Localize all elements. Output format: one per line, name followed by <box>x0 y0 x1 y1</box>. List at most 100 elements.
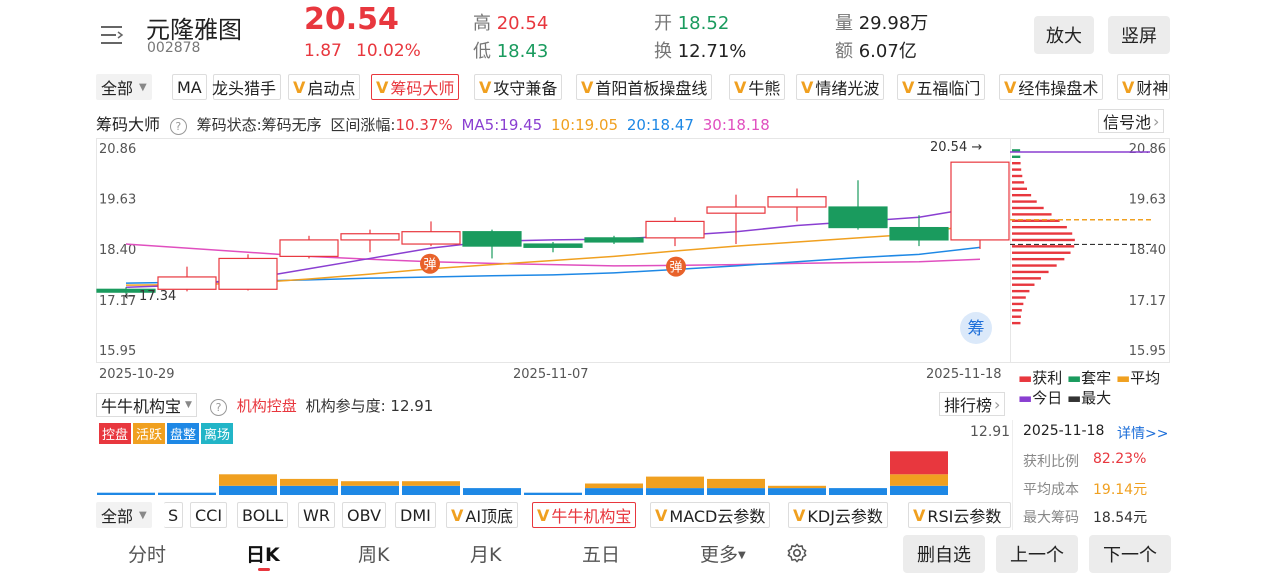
indicator-niuxiong[interactable]: V 牛熊 <box>729 74 786 100</box>
v-icon: V <box>479 77 492 97</box>
chip-bar <box>1012 168 1022 171</box>
candle-body <box>584 237 644 243</box>
chip-button-label: 筹 <box>968 319 985 339</box>
indicator-choumadashi[interactable]: V 筹码大师 <box>371 74 460 100</box>
remove-watchlist-button[interactable]: 删自选 <box>903 535 985 573</box>
open-label: 开 <box>654 13 672 34</box>
institution-bar-orange <box>280 478 338 486</box>
indicator2-dmi[interactable]: DMI <box>395 502 436 528</box>
indicator-qingxu-label: 情绪光波 <box>815 79 880 98</box>
indicator2-niuniu-label: 牛牛机构宝 <box>551 507 632 526</box>
institution-bar-orange <box>890 474 948 486</box>
max-chip-label: 最大筹码 <box>1023 510 1079 526</box>
tab-yuek[interactable]: 月K <box>470 544 502 566</box>
stock-name: 元隆雅图 <box>146 16 242 44</box>
help-icon[interactable]: ? <box>210 399 227 416</box>
indicator-caishen[interactable]: V 财神 <box>1117 74 1170 100</box>
profit-ratio-label: 获利比例 <box>1023 454 1079 470</box>
institution-bar-blue <box>158 492 216 495</box>
indicator-qingxu[interactable]: V 情绪光波 <box>796 74 885 100</box>
indicator2-niuniu[interactable]: V 牛牛机构宝 <box>532 502 637 528</box>
indicator2-cci[interactable]: CCI <box>190 502 228 528</box>
chip-bar <box>1012 270 1049 274</box>
avg-cost-value: 19.14元 <box>1093 482 1148 498</box>
indicator2-kdj[interactable]: V KDJ云参数 <box>788 502 888 528</box>
indicator-jingwei[interactable]: V 经伟操盘术 <box>999 74 1104 100</box>
chip-bar <box>1012 232 1073 235</box>
high-stat: 高 20.54 <box>473 9 548 35</box>
rank-label: 排行榜 <box>944 396 993 415</box>
previous-button[interactable]: 上一个 <box>996 535 1078 573</box>
detail-link[interactable]: 详情>> <box>1117 426 1169 442</box>
institution-bar-blue <box>768 488 826 495</box>
indicator-shouyang-label: 首阳首板操盘线 <box>595 79 708 98</box>
chart-frame <box>96 138 1170 363</box>
chip-bar <box>1012 162 1021 165</box>
y-tick-right: 17.17 <box>1129 294 1166 309</box>
lower-indicator-select[interactable]: 牛牛机构宝 ▼ <box>96 393 197 417</box>
indicator-shouyang[interactable]: V 首阳首板操盘线 <box>576 74 713 100</box>
candle-body <box>462 231 522 247</box>
tab-wuri[interactable]: 五日 <box>582 544 621 566</box>
y-tick-right: 18.40 <box>1129 243 1166 258</box>
range-label: 区间涨幅: <box>330 116 396 134</box>
indicator-wufu-label: 五福临门 <box>916 79 981 98</box>
legend-avg: ▬平均 <box>1115 369 1161 387</box>
legend-profit: ▬获利 <box>1018 369 1063 387</box>
indicator-gongshou[interactable]: V 攻守兼备 <box>474 74 563 100</box>
indicator2-s[interactable]: S <box>164 502 184 528</box>
ma30-value: 30:18.18 <box>702 116 770 134</box>
v-icon: V <box>655 505 668 525</box>
gear-icon[interactable] <box>786 542 808 564</box>
v-icon: V <box>451 505 464 525</box>
signal-pool-button[interactable]: 信号池 › <box>1098 109 1165 133</box>
institution-bar-orange <box>768 485 826 489</box>
bounce-marker-label: 弹 <box>423 258 436 273</box>
indicator-qidongdian[interactable]: V 启动点 <box>288 74 361 100</box>
indicator-wufu[interactable]: V 五福临门 <box>897 74 986 100</box>
chip-bar <box>1012 277 1041 280</box>
indicator2-obv[interactable]: OBV <box>342 502 387 528</box>
menu-icon[interactable] <box>100 24 124 46</box>
tag-kongpan: 控盘 <box>99 423 132 444</box>
indicator2-wr-label: WR <box>303 505 330 525</box>
kline-chart[interactable]: 20.86 20.86 19.63 19.63 18.40 18.40 17.17 17.17… <box>96 138 1170 363</box>
indicator2-all-dropdown[interactable]: 全部 ▼ <box>96 502 152 528</box>
indicator2-boll[interactable]: BOLL <box>237 502 289 528</box>
rank-button[interactable]: 排行榜 › <box>939 392 1006 416</box>
tab-fenshi[interactable]: 分时 <box>128 544 167 566</box>
indicator-ma[interactable]: MA <box>172 74 207 100</box>
x-label-end: 2025-11-18 <box>926 367 1002 382</box>
chip-bar <box>1012 251 1071 254</box>
institution-bar-blue <box>341 485 399 495</box>
stock-change: 1.87 <box>304 41 342 61</box>
indicator2-wr[interactable]: WR <box>298 502 335 528</box>
max-chip-value: 18.54元 <box>1093 510 1148 526</box>
indicator2-ai[interactable]: V AI顶底 <box>446 502 519 528</box>
indicator-all-dropdown[interactable]: 全部 ▼ <box>96 74 152 100</box>
tab-rik[interactable]: 日K <box>246 544 280 566</box>
indicator-longtou[interactable]: 龙头猎手 <box>212 74 282 100</box>
tab-zhouk[interactable]: 周K <box>358 544 390 566</box>
zoom-button[interactable]: 放大 <box>1034 16 1094 54</box>
portrait-button[interactable]: 竖屏 <box>1108 16 1170 54</box>
volume-value: 29.98万 <box>858 13 929 34</box>
tab-more[interactable]: 更多▼ <box>700 540 746 567</box>
chip-detail-panel: 2025-11-18 详情>> 获利比例 82.23% 平均成本 19.14元 … <box>1012 420 1172 530</box>
chip-bar <box>1012 321 1021 325</box>
y-tick-right: 20.86 <box>1129 142 1166 157</box>
help-icon[interactable]: ? <box>169 118 187 135</box>
chip-bar <box>1012 174 1023 178</box>
indicator2-boll-label: BOLL <box>242 505 284 525</box>
next-button[interactable]: 下一个 <box>1089 535 1171 573</box>
indicator2-macd[interactable]: V MACD云参数 <box>650 502 771 528</box>
high-label: 高 <box>473 13 491 34</box>
lower-max-value: 12.91 <box>970 424 1011 440</box>
chip-bar <box>1012 264 1057 267</box>
low-label: 低 <box>473 41 491 62</box>
participation: 机构参与度: 12.91 <box>305 397 434 415</box>
candle-body <box>401 231 461 245</box>
indicator-longtou-label: 龙头猎手 <box>212 79 277 98</box>
institution-bar-orange <box>585 483 643 489</box>
indicator2-rsi[interactable]: V RSI云参数 <box>908 502 1011 528</box>
